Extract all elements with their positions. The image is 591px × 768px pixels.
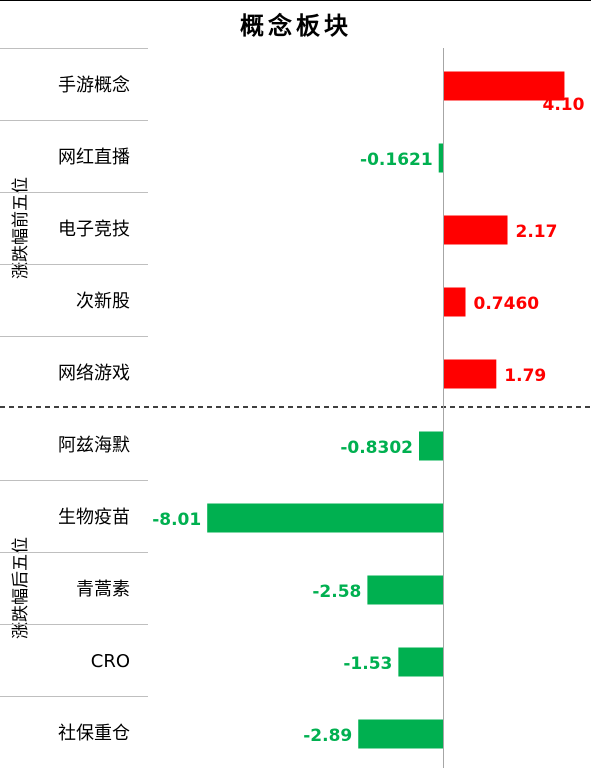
- bar: [419, 431, 444, 461]
- bar: [443, 359, 497, 389]
- category-label: 阿兹海默: [58, 435, 130, 456]
- bar: [443, 287, 466, 317]
- bar: [207, 503, 444, 533]
- category-label: 手游概念: [58, 74, 130, 96]
- category-label: CRO: [91, 651, 130, 672]
- bar: [398, 647, 444, 677]
- value-label: 0.7460: [474, 294, 540, 314]
- category-label: 电子竞技: [58, 219, 130, 240]
- category-label: 青蒿素: [76, 579, 130, 600]
- group-label-top: 涨跌幅前五位: [11, 177, 31, 279]
- bar: [443, 215, 508, 245]
- bar: [358, 719, 444, 749]
- bar: [438, 143, 444, 173]
- value-label: -2.58: [312, 582, 361, 602]
- value-label: -0.1621: [360, 150, 433, 170]
- category-label: 生物疫苗: [58, 507, 130, 528]
- value-label: 1.79: [504, 366, 546, 386]
- category-label: 次新股: [76, 291, 130, 312]
- bar: [367, 575, 444, 605]
- bars-layer: [207, 71, 565, 749]
- chart-title: 概念板块: [240, 12, 352, 40]
- value-label: -1.53: [343, 654, 392, 674]
- category-label: 网络游戏: [58, 363, 130, 384]
- category-separators: [0, 48, 148, 697]
- value-label: 2.17: [516, 222, 558, 242]
- group-label-bottom: 涨跌幅后五位: [11, 537, 31, 639]
- value-label: -2.89: [303, 726, 352, 746]
- value-label: 4.10: [542, 95, 584, 115]
- value-labels-layer: 4.10 -0.1621 2.17 0.7460 1.79 -0.8302 -8.01 -2.…: [152, 95, 584, 746]
- value-label: -0.8302: [340, 438, 413, 458]
- category-label: 社保重仓: [58, 723, 130, 744]
- bar: [443, 71, 565, 101]
- value-label: -8.01: [152, 510, 201, 530]
- category-label: 网红直播: [58, 147, 130, 168]
